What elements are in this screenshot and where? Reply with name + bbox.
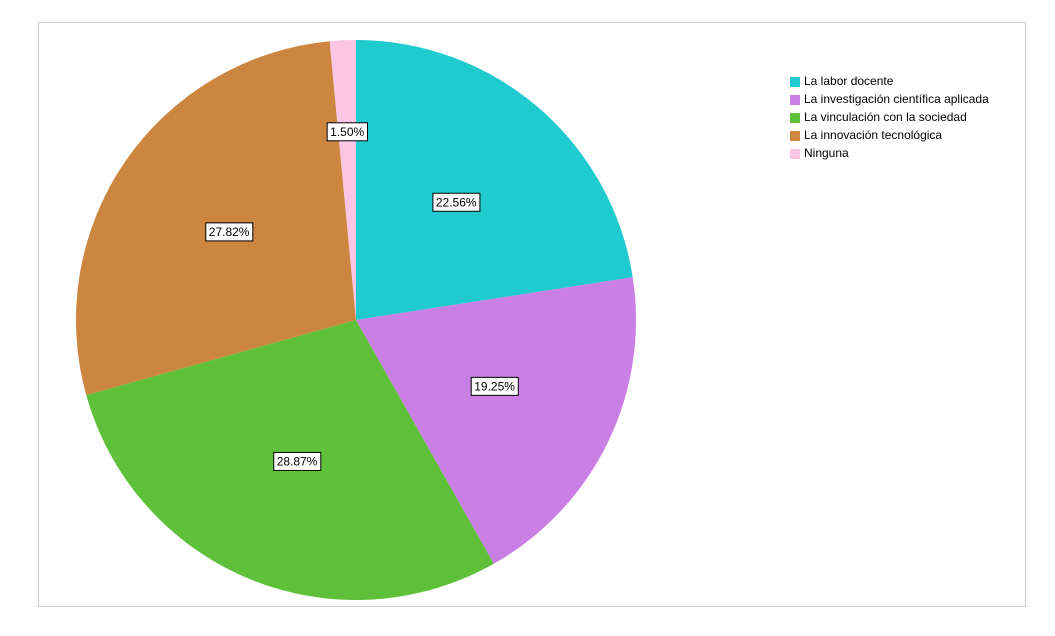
legend-swatch (790, 95, 800, 105)
pie-slice (356, 40, 633, 320)
data-label: 27.82% (209, 225, 250, 239)
legend-label: Ninguna (804, 146, 849, 160)
data-label-box (205, 222, 254, 242)
data-label-box (326, 122, 369, 142)
legend-label: La vinculación con la sociedad (804, 110, 967, 124)
legend-label: La labor docente (804, 74, 894, 88)
legend-swatch (790, 113, 800, 123)
data-label: 1.50% (330, 125, 364, 139)
data-label-box (432, 192, 481, 212)
pie-slice (329, 40, 356, 320)
legend-label: La innovación tecnológica (804, 128, 942, 142)
data-label: 19.25% (474, 379, 515, 393)
legend-swatch (790, 77, 800, 87)
data-label-box (470, 376, 519, 396)
pie-slice (76, 41, 357, 396)
data-label: 22.56% (436, 195, 477, 209)
data-label-box (273, 451, 322, 471)
legend-swatch (790, 149, 800, 159)
legend-swatch (790, 131, 800, 141)
legend-label: La investigación científica aplicada (804, 92, 989, 106)
pie-slice (356, 277, 636, 564)
data-label: 28.87% (277, 454, 318, 468)
